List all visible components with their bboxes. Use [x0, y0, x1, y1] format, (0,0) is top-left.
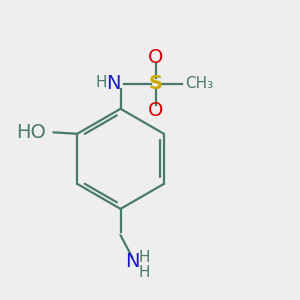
Text: O: O: [148, 101, 164, 120]
Text: H: H: [138, 250, 150, 265]
Text: H: H: [138, 265, 150, 280]
Text: CH₃: CH₃: [185, 76, 214, 91]
Text: N: N: [125, 252, 140, 272]
Text: N: N: [106, 74, 120, 93]
Text: H: H: [96, 75, 107, 90]
Text: O: O: [148, 48, 164, 67]
Text: HO: HO: [16, 123, 46, 142]
Text: S: S: [149, 74, 163, 93]
